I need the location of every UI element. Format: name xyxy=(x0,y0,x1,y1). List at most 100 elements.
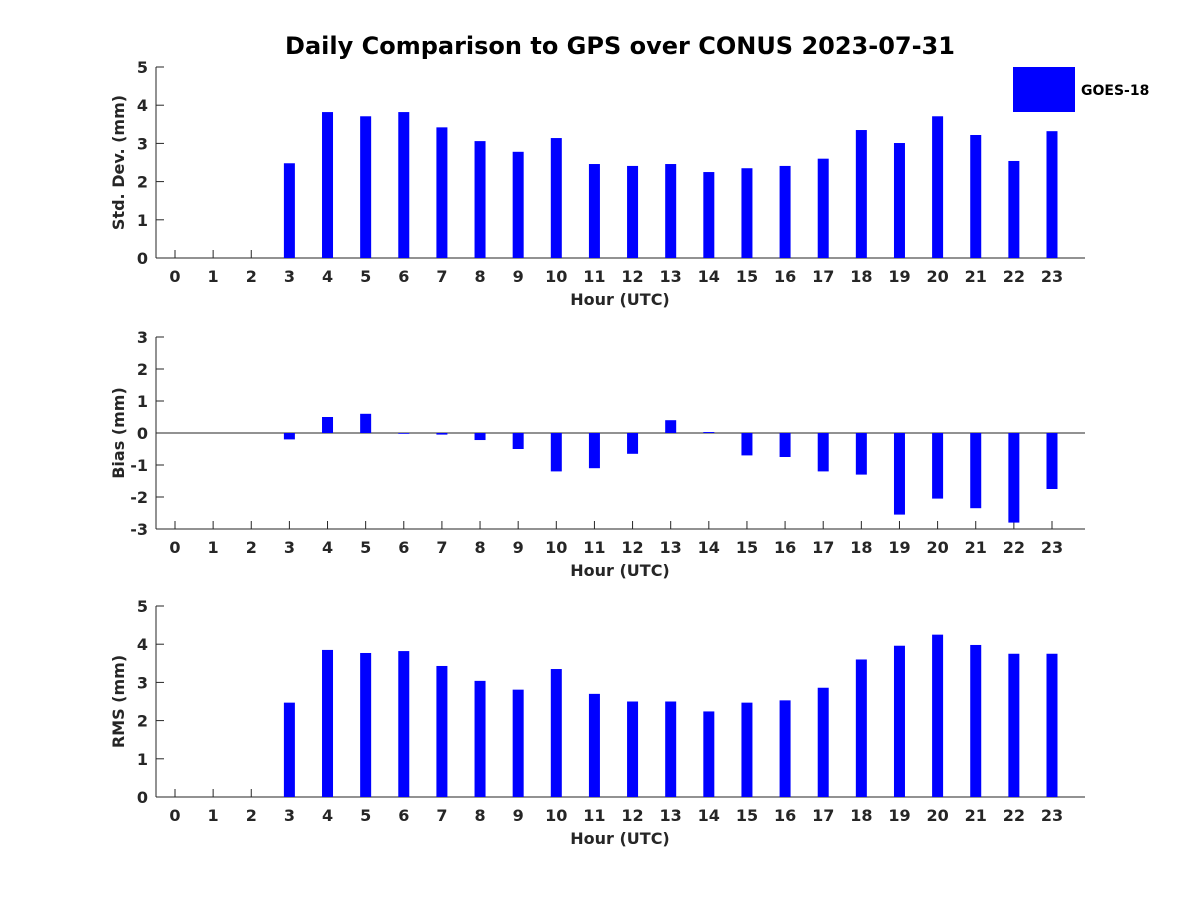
bar-hour-23 xyxy=(1046,131,1058,258)
bar-hour-3 xyxy=(283,433,295,440)
x-tick-label: 15 xyxy=(736,806,758,825)
y-axis-label: Std. Dev. (mm) xyxy=(109,95,128,230)
x-tick-label: 6 xyxy=(398,267,409,286)
x-tick-label: 9 xyxy=(513,806,524,825)
bar-hour-8 xyxy=(474,680,486,797)
y-tick-label: 4 xyxy=(137,96,148,115)
bar-hour-15 xyxy=(741,702,753,797)
x-tick-label: 13 xyxy=(660,267,682,286)
y-tick-label: 0 xyxy=(137,249,148,268)
bar-hour-10 xyxy=(550,433,562,472)
y-tick-label: 3 xyxy=(137,328,148,347)
bar-hour-14 xyxy=(703,711,715,797)
bar-hour-18 xyxy=(855,130,867,258)
x-tick-label: 18 xyxy=(850,538,872,557)
x-tick-label: 3 xyxy=(284,806,295,825)
bar-hour-20 xyxy=(932,433,944,499)
y-tick-label: 5 xyxy=(137,58,148,77)
bar-hour-3 xyxy=(283,702,295,797)
y-tick-label: -3 xyxy=(130,520,148,539)
x-tick-label: 7 xyxy=(436,267,447,286)
x-tick-label: 15 xyxy=(736,267,758,286)
bar-hour-23 xyxy=(1046,433,1058,489)
bar-hour-4 xyxy=(322,417,334,433)
x-axis-label: Hour (UTC) xyxy=(570,561,670,580)
x-tick-label: 1 xyxy=(208,806,219,825)
x-tick-label: 22 xyxy=(1003,806,1025,825)
x-tick-label: 9 xyxy=(513,538,524,557)
x-tick-label: 19 xyxy=(888,538,910,557)
x-axis-label: Hour (UTC) xyxy=(570,829,670,848)
x-tick-label: 4 xyxy=(322,806,333,825)
x-tick-label: 21 xyxy=(965,267,987,286)
x-tick-label: 11 xyxy=(583,538,605,557)
x-tick-label: 0 xyxy=(169,806,180,825)
y-tick-label: 2 xyxy=(137,712,148,731)
bar-hour-19 xyxy=(893,143,905,258)
y-tick-label: 4 xyxy=(137,635,148,654)
x-tick-label: 12 xyxy=(621,267,643,286)
y-tick-label: 2 xyxy=(137,173,148,192)
x-tick-label: 23 xyxy=(1041,538,1063,557)
x-tick-label: 18 xyxy=(850,267,872,286)
x-tick-label: 12 xyxy=(621,806,643,825)
x-tick-label: 18 xyxy=(850,806,872,825)
bar-hour-10 xyxy=(550,138,562,258)
legend: GOES-18 xyxy=(1013,67,1149,112)
x-tick-label: 13 xyxy=(660,538,682,557)
bar-hour-10 xyxy=(550,669,562,797)
bar-hour-9 xyxy=(512,151,524,258)
bar-hour-17 xyxy=(817,158,829,258)
x-tick-label: 4 xyxy=(322,267,333,286)
x-tick-label: 6 xyxy=(398,806,409,825)
x-tick-label: 23 xyxy=(1041,806,1063,825)
x-tick-label: 17 xyxy=(812,538,834,557)
bar-hour-13 xyxy=(665,164,677,258)
bar-hour-13 xyxy=(665,420,677,433)
bar-hour-12 xyxy=(627,165,639,258)
x-tick-label: 1 xyxy=(208,267,219,286)
x-tick-label: 11 xyxy=(583,267,605,286)
bar-hour-7 xyxy=(436,665,448,797)
bar-hour-22 xyxy=(1008,433,1020,523)
x-tick-label: 8 xyxy=(474,267,485,286)
x-tick-label: 9 xyxy=(513,267,524,286)
x-tick-label: 13 xyxy=(660,806,682,825)
x-tick-label: 16 xyxy=(774,267,796,286)
x-tick-label: 12 xyxy=(621,538,643,557)
bar-hour-14 xyxy=(703,432,715,433)
bar-hour-16 xyxy=(779,700,791,797)
x-tick-label: 1 xyxy=(208,538,219,557)
bar-hour-11 xyxy=(588,693,600,797)
y-tick-label: 1 xyxy=(137,392,148,411)
x-tick-label: 22 xyxy=(1003,267,1025,286)
x-tick-label: 4 xyxy=(322,538,333,557)
bar-hour-18 xyxy=(855,433,867,475)
x-tick-label: 22 xyxy=(1003,538,1025,557)
bar-hour-14 xyxy=(703,172,715,258)
chart-title: Daily Comparison to GPS over CONUS 2023-… xyxy=(285,32,955,60)
x-tick-label: 14 xyxy=(698,806,720,825)
bar-hour-5 xyxy=(360,413,372,433)
x-tick-label: 3 xyxy=(284,538,295,557)
x-tick-label: 2 xyxy=(246,806,257,825)
bar-hour-3 xyxy=(283,163,295,258)
x-tick-label: 20 xyxy=(926,806,948,825)
x-tick-label: 7 xyxy=(436,538,447,557)
bar-hour-15 xyxy=(741,433,753,456)
x-tick-label: 23 xyxy=(1041,267,1063,286)
x-tick-label: 8 xyxy=(474,806,485,825)
x-tick-label: 15 xyxy=(736,538,758,557)
bar-hour-13 xyxy=(665,701,677,797)
bar-hour-9 xyxy=(512,689,524,797)
x-tick-label: 21 xyxy=(965,538,987,557)
y-axis-label: Bias (mm) xyxy=(109,387,128,479)
y-tick-label: -2 xyxy=(130,488,148,507)
bar-hour-7 xyxy=(436,127,448,258)
x-tick-label: 2 xyxy=(246,267,257,286)
y-tick-label: 3 xyxy=(137,673,148,692)
x-tick-label: 10 xyxy=(545,538,567,557)
bar-hour-5 xyxy=(360,652,372,797)
